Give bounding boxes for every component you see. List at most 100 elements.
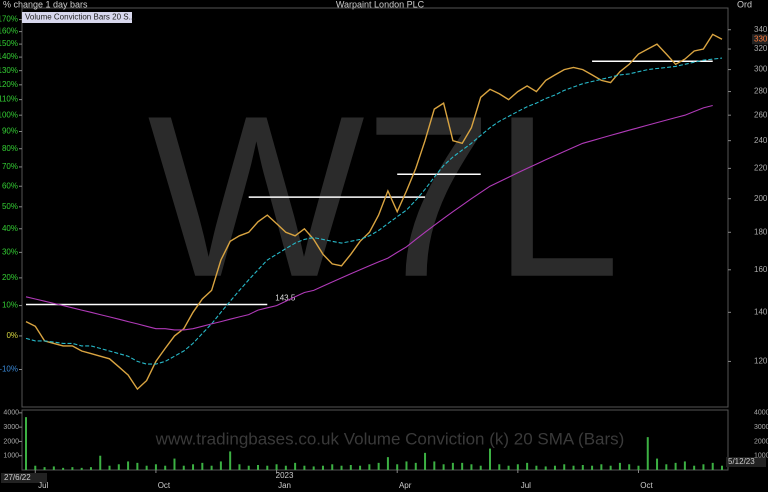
volume-bar	[331, 464, 334, 470]
volume-bar	[154, 464, 157, 470]
x-tick-label: Oct	[640, 481, 653, 490]
volume-bar	[628, 464, 631, 470]
volume-bar	[294, 462, 297, 470]
last-price-box	[752, 34, 768, 45]
x-tick-label: Oct	[158, 481, 171, 490]
volume-bar	[71, 467, 74, 470]
end-date-box	[726, 457, 766, 467]
volume-bar	[683, 461, 686, 470]
volume-bar	[721, 465, 723, 470]
volume-bar	[349, 465, 352, 470]
start-date-box	[1, 473, 47, 483]
volume-bar	[572, 465, 575, 470]
volume-bar	[516, 464, 519, 470]
volume-bar	[108, 465, 111, 470]
start-date: 27/6/22	[4, 473, 31, 482]
y-tick-label: 40%	[2, 224, 18, 233]
volume-bar	[34, 465, 37, 470]
volume-tick-label: 4000	[3, 410, 19, 417]
volume-bar	[312, 466, 315, 470]
y-tick-label: 130%	[0, 66, 18, 75]
volume-bar	[377, 462, 380, 470]
volume-bar	[609, 465, 612, 470]
y2-tick-label: 320	[754, 44, 768, 53]
x-tick-label: Jul	[38, 481, 48, 490]
year-label: 2023	[276, 471, 294, 480]
volume-bar	[25, 417, 27, 470]
y2-tick-label: 220	[754, 163, 768, 172]
volume-bar	[275, 464, 278, 470]
volume-tick-label-right: 4000	[754, 410, 768, 417]
volume-bar	[553, 465, 556, 470]
x-tick-label: Apr	[399, 481, 412, 490]
y2-tick-label: 140	[754, 307, 768, 316]
volume-bar	[674, 462, 677, 470]
volume-bar	[136, 462, 139, 470]
volume-bar	[414, 462, 417, 470]
volume-bar	[303, 465, 306, 470]
volume-bar	[368, 464, 371, 470]
y-tick-label: 80%	[2, 144, 18, 153]
y-tick-label: 50%	[2, 202, 18, 211]
volume-bar	[618, 462, 621, 470]
y2-tick-label: 300	[754, 65, 768, 74]
end-date: 5/12/23	[728, 457, 755, 466]
volume-bar	[396, 464, 399, 470]
volume-bar	[424, 452, 427, 470]
y-tick-label: 160%	[0, 27, 18, 36]
volume-bar	[637, 465, 640, 470]
volume-bar	[693, 465, 696, 470]
y-tick-label: 100%	[0, 110, 18, 119]
volume-tick-label-right: 3000	[754, 424, 768, 431]
indicator-box	[22, 12, 132, 23]
y-tick-label: 110%	[0, 95, 18, 104]
x-tick-label: Jul	[521, 481, 531, 490]
volume-tick-label: 1000	[3, 453, 19, 460]
volume-bar	[62, 467, 65, 470]
volume-bar	[405, 461, 408, 470]
y-tick-label: 150%	[0, 39, 18, 48]
y-tick-label: 90%	[2, 127, 18, 136]
series-line	[25, 104, 713, 331]
x-tick-label: Jan	[278, 481, 291, 490]
y-tick-label: 20%	[2, 273, 18, 282]
volume-bar	[284, 465, 287, 470]
volume-bar	[646, 437, 649, 470]
y-tick-label: 60%	[2, 181, 18, 190]
volume-bar	[182, 465, 185, 470]
volume-tick-label-right: 2000	[754, 438, 768, 445]
volume-bar	[442, 464, 445, 470]
volume-bar	[581, 465, 584, 470]
volume-bar	[359, 465, 362, 470]
y2-tick-label: 160	[754, 265, 768, 274]
volume-bar	[257, 465, 259, 470]
y2-tick-label: 180	[754, 227, 768, 236]
volume-bar	[80, 467, 83, 470]
volume-bar	[656, 458, 659, 470]
volume-bar	[479, 465, 482, 470]
indicator-label: Volume Conviction Bars 20 S...	[25, 13, 135, 22]
volume-bar	[386, 457, 389, 470]
volume-tick-label: 2000	[3, 438, 19, 445]
volume-bar	[43, 467, 46, 470]
volume-bar	[127, 461, 130, 470]
subtitle: % change 1 day bars	[3, 0, 88, 9]
y-tick-label: -10%	[0, 365, 18, 374]
y-tick-label: 170%	[0, 15, 18, 24]
volume-bar	[340, 465, 343, 470]
volume-bar	[173, 458, 176, 470]
volume-bar	[489, 448, 491, 470]
volume-bar	[201, 462, 204, 470]
volume-bar	[229, 451, 232, 470]
series-line	[25, 33, 723, 391]
y2-tick-label: 340	[754, 25, 768, 34]
volume-bar	[99, 455, 102, 470]
volume-bar	[89, 467, 92, 470]
volume-bar	[526, 462, 529, 470]
volume-tick-label: 3000	[3, 424, 19, 431]
volume-bar	[591, 465, 594, 470]
volume-bar	[535, 465, 538, 470]
volume-bar	[702, 464, 705, 470]
volume-bar	[711, 462, 714, 470]
volume-bar	[321, 465, 324, 470]
